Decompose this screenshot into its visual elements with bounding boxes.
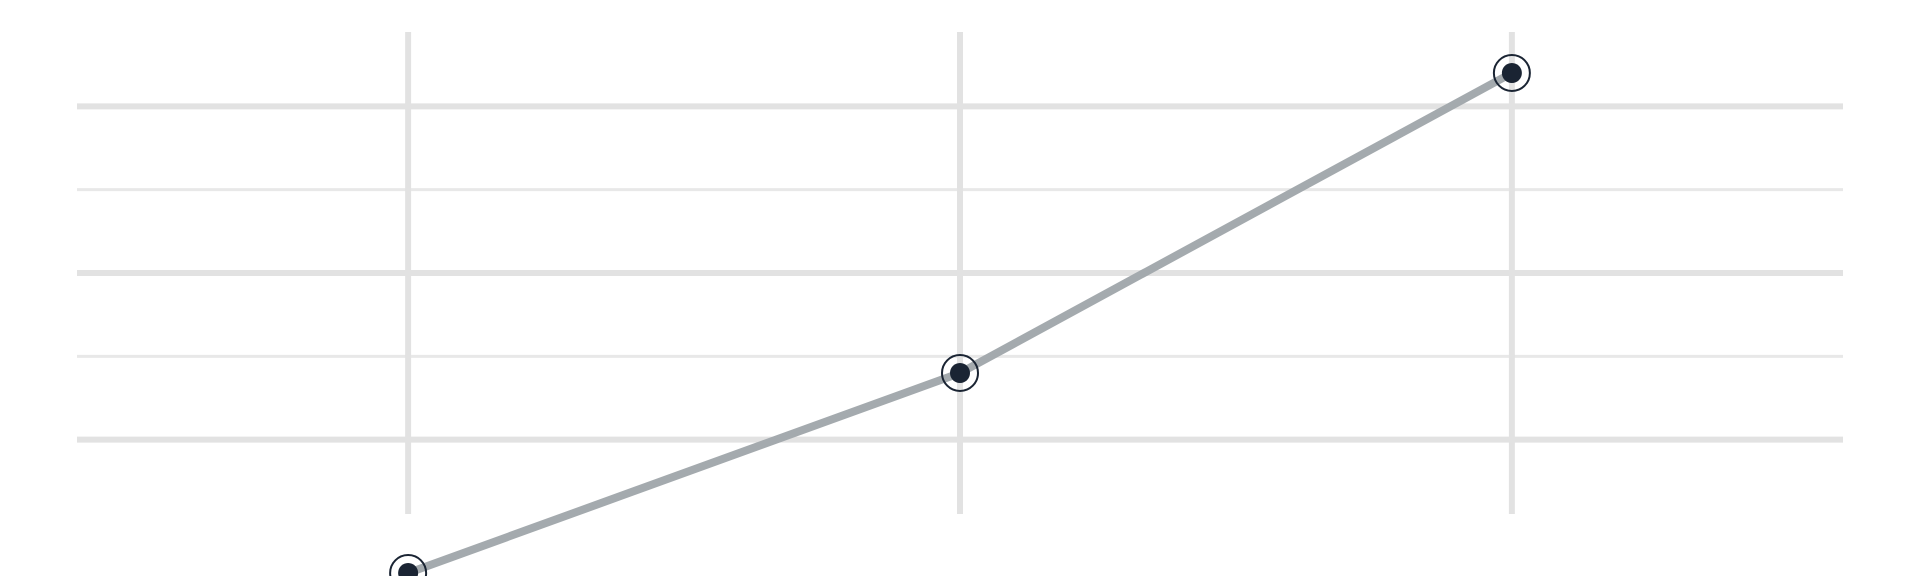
data-point-ring (389, 554, 428, 576)
data-point-ring (1492, 54, 1531, 92)
markers-layer (389, 54, 1531, 576)
data-point-ring (941, 354, 979, 392)
data-point (950, 363, 970, 383)
grid (77, 32, 1843, 514)
data-point (1501, 63, 1522, 83)
data-point (398, 563, 419, 576)
